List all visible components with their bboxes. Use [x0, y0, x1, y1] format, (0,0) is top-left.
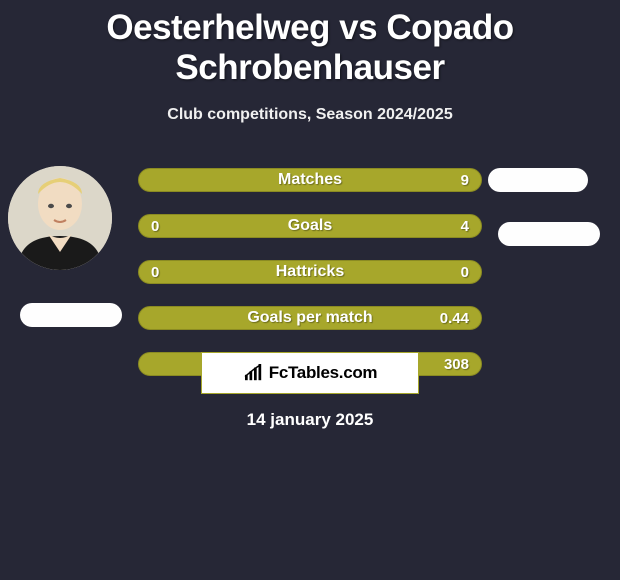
bar-chart-icon [243, 364, 265, 382]
stat-left-value: 0 [151, 218, 159, 235]
footer-date: 14 january 2025 [0, 410, 620, 430]
stat-row-goals-per-match: Goals per match 0.44 [138, 306, 482, 330]
stat-label: Matches [139, 171, 481, 189]
stat-right-value: 0.44 [440, 310, 469, 327]
page-subtitle: Club competitions, Season 2024/2025 [0, 106, 620, 124]
stat-row-matches: Matches 9 [138, 168, 482, 192]
stat-row-hattricks: 0 Hattricks 0 [138, 260, 482, 284]
stat-right-value: 308 [444, 356, 469, 373]
player-left-club-pill [20, 303, 122, 327]
stat-label: Goals per match [139, 309, 481, 327]
stat-label: Hattricks [139, 263, 481, 281]
stat-right-value: 9 [461, 172, 469, 189]
stat-right-value: 0 [461, 264, 469, 281]
player-left-avatar [8, 166, 112, 270]
site-branding: FcTables.com [201, 352, 419, 394]
player-right-club-pill [498, 222, 600, 246]
player-right-photo-pill [488, 168, 588, 192]
avatar-placeholder-icon [8, 166, 112, 270]
page-title: Oesterhelweg vs Copado Schrobenhauser [0, 0, 620, 88]
stat-left-value: 0 [151, 264, 159, 281]
stat-label: Goals [139, 217, 481, 235]
stat-row-goals: 0 Goals 4 [138, 214, 482, 238]
site-name: FcTables.com [269, 363, 378, 383]
stat-right-value: 4 [461, 218, 469, 235]
